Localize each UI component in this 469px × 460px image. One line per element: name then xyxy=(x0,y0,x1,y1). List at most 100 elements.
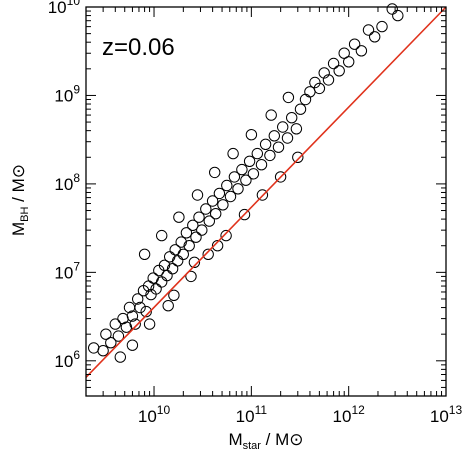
scatter-point xyxy=(134,301,146,314)
scatter-point xyxy=(200,203,212,215)
x-tick-label: 1010 xyxy=(138,403,171,426)
scatter-point xyxy=(132,293,144,305)
x-tick-label-base: 10 xyxy=(236,407,255,426)
scatter-point xyxy=(318,67,330,79)
scatter-point xyxy=(286,112,298,124)
y-tick-label-exponent: 6 xyxy=(73,348,80,362)
scatter-point xyxy=(210,208,222,220)
scatter-point xyxy=(232,183,244,195)
scatter-point xyxy=(129,318,141,330)
x-tick-label-exponent: 13 xyxy=(449,403,463,417)
scatter-point xyxy=(100,328,112,340)
scatter-point xyxy=(243,155,256,168)
scatter-point xyxy=(268,130,280,142)
scatter-point xyxy=(97,345,109,357)
scatter-point xyxy=(274,171,287,183)
scatter-point xyxy=(202,248,214,261)
scatter-point xyxy=(327,57,340,70)
x-axis-label-main: M xyxy=(228,430,242,449)
scatter-point xyxy=(112,330,125,342)
scatter-point xyxy=(355,45,368,57)
scatter-point xyxy=(277,121,289,133)
scatter-point xyxy=(185,270,197,283)
y-tick-label-exponent: 10 xyxy=(67,0,81,8)
scatter-point xyxy=(264,149,276,162)
y-tick-label: 107 xyxy=(54,259,80,282)
scatter-point xyxy=(322,74,335,86)
x-axis-tick-labels: 1010 1011 1012 1013 xyxy=(138,403,463,426)
scatter-point xyxy=(143,318,156,330)
x-axis-label-sub: star xyxy=(243,440,262,452)
scatter-point xyxy=(228,171,241,183)
scatter-point xyxy=(168,289,180,301)
x-tick-label-base: 10 xyxy=(138,407,157,426)
scatter-point xyxy=(236,163,248,176)
y-tick-label-exponent: 8 xyxy=(73,171,80,185)
scatter-point xyxy=(172,255,184,267)
y-tick-label-exponent: 9 xyxy=(73,82,80,96)
scatter-point xyxy=(166,263,179,275)
scatter-point xyxy=(203,215,216,227)
scatter-point xyxy=(256,189,269,201)
scatter-point xyxy=(348,38,361,50)
scatter-point xyxy=(386,3,398,15)
scatter-point xyxy=(294,103,307,115)
y-axis-ticks xyxy=(86,6,446,397)
scatter-point xyxy=(221,179,233,192)
scatter-point xyxy=(114,351,127,363)
scatter-point xyxy=(240,174,252,186)
scatter-point xyxy=(259,138,272,151)
scatter-point xyxy=(175,236,187,248)
y-tick-label-base: 10 xyxy=(54,175,73,194)
scatter-point xyxy=(238,208,251,221)
y-tick-label: 109 xyxy=(54,82,80,105)
scatter-point xyxy=(162,300,174,312)
scatter-point xyxy=(109,318,122,330)
y-axis-label-symbol: ⊙ xyxy=(9,164,28,178)
scatter-point xyxy=(191,189,204,201)
redshift-annotation: z=0.06 xyxy=(102,34,175,61)
x-tick-label-exponent: 11 xyxy=(255,403,268,417)
scatter-point xyxy=(247,168,260,180)
y-axis-label-tail: / M xyxy=(9,178,28,206)
scatter-point xyxy=(187,219,199,232)
y-axis-label-main: M xyxy=(9,222,28,236)
scatter-point xyxy=(313,82,326,95)
scatter-point xyxy=(217,199,229,211)
plot-frame xyxy=(85,6,447,397)
y-tick-label-base: 10 xyxy=(54,263,73,282)
x-tick-label-base: 10 xyxy=(430,407,449,426)
scatter-point xyxy=(177,248,190,261)
scatter-point xyxy=(265,109,277,121)
scatter-point xyxy=(290,123,303,135)
y-tick-label-base: 10 xyxy=(54,352,73,371)
x-axis-label-symbol: ⊙ xyxy=(289,430,303,449)
scatter-point xyxy=(206,195,219,207)
scatter-point xyxy=(193,211,205,223)
scatter-point xyxy=(156,229,168,242)
scatter-point xyxy=(255,159,268,171)
x-tick-label: 1012 xyxy=(333,403,366,426)
scatter-point xyxy=(161,269,173,282)
scatter-point xyxy=(150,283,162,295)
scatter-point xyxy=(188,256,201,268)
y-axis-label-sub: BH xyxy=(19,207,31,222)
scatter-point xyxy=(138,248,151,261)
y-axis-label: MBH / M⊙ xyxy=(9,164,31,236)
x-tick-label: 1011 xyxy=(236,403,268,426)
scatter-point xyxy=(333,65,345,77)
scatter-point xyxy=(196,224,208,236)
scatter-point xyxy=(251,147,263,160)
scatter-point xyxy=(126,310,139,322)
y-tick-label-base: 10 xyxy=(48,0,67,17)
scatter-point xyxy=(362,24,375,36)
scatter-point xyxy=(227,147,239,160)
scatter-point xyxy=(183,240,195,252)
y-tick-label-exponent: 7 xyxy=(73,259,80,273)
scatter-point xyxy=(272,141,285,153)
scatter-point xyxy=(282,91,295,104)
scatter-point xyxy=(369,31,381,43)
scatter-point xyxy=(309,76,321,89)
